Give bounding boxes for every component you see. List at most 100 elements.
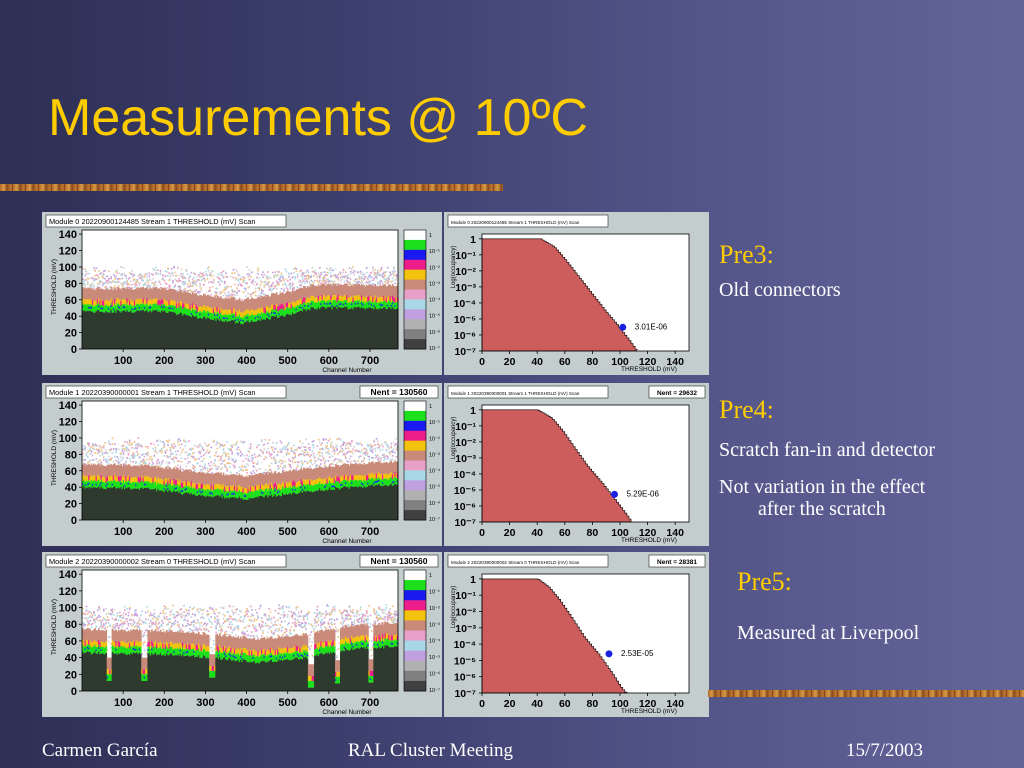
heatmap-noise-cell <box>312 444 315 446</box>
heatmap-noise-cell <box>360 275 363 278</box>
heatmap-cell-dark <box>244 322 247 349</box>
heatmap-noise-cell <box>127 448 130 451</box>
heatmap-noise-cell <box>83 445 85 447</box>
heatmap-noise-cell <box>293 272 295 274</box>
heatmap-noise-cell <box>210 273 213 276</box>
heatmap-noise-cell <box>360 444 363 446</box>
heatmap-noise-cell <box>267 447 269 450</box>
heatmap-cell-dark <box>186 314 189 349</box>
heatmap-cell-blue <box>219 316 221 319</box>
heatmap-noise-cell <box>231 451 233 453</box>
heatmap-noise-cell <box>151 451 153 454</box>
heatmap-cell-green <box>348 302 351 309</box>
heatmap-noise-cell <box>320 463 322 465</box>
heatmap-cell-mid <box>195 484 198 490</box>
palette-swatch <box>404 460 426 471</box>
heatmap-noise-cell <box>105 451 108 454</box>
heatmap-noise-cell <box>126 457 129 459</box>
heatmap-noise-cell <box>115 270 117 273</box>
heatmap-cell-dark <box>143 487 146 520</box>
heatmap-noise-cell <box>362 452 364 455</box>
heatmap-noise-cell <box>396 446 399 448</box>
heatmap-cell-dark <box>247 499 250 520</box>
heatmap-noise-cell <box>260 462 263 465</box>
heatmap-cell-mid <box>126 298 129 304</box>
heatmap-noise-cell <box>173 266 175 269</box>
heatmap-cell-green <box>230 314 232 321</box>
heatmap-noise-cell <box>294 275 296 278</box>
heatmap-cell-blue <box>161 306 163 308</box>
heatmap-noise-cell <box>280 287 283 290</box>
heatmap-cell-green <box>161 483 163 491</box>
heatmap-noise-cell <box>167 275 169 277</box>
heatmap-cell-dark <box>251 320 253 349</box>
heatmap-noise-cell <box>328 438 331 441</box>
heatmap-noise-cell <box>377 443 379 446</box>
heatmap-noise-cell <box>193 276 195 279</box>
heatmap-cell-green <box>263 490 266 498</box>
heatmap-cell-mid <box>106 300 109 306</box>
heatmap-noise-cell <box>141 275 143 277</box>
heatmap-noise-cell <box>223 464 226 466</box>
heatmap-cell-dark <box>335 487 337 520</box>
heatmap-noise-cell <box>126 447 129 449</box>
heatmap-noise-cell <box>393 448 395 450</box>
heatmap-cell-brown <box>112 463 115 476</box>
heatmap-noise-cell <box>119 278 121 280</box>
heatmap-noise-cell <box>110 457 113 460</box>
heatmap-noise-cell <box>386 444 389 447</box>
heatmap-noise-cell <box>288 284 290 287</box>
heatmap-cell-green <box>281 486 284 494</box>
heatmap-noise-cell <box>135 282 137 285</box>
heatmap-noise-cell <box>291 276 294 278</box>
heatmap-cell-dark <box>162 491 164 520</box>
heatmap-cell-brown <box>365 464 368 476</box>
heatmap-cell-brown <box>310 284 312 296</box>
heatmap-cell-mid <box>285 303 288 308</box>
heatmap-cell-blue <box>122 306 125 309</box>
heatmap-cell-mid <box>338 478 341 484</box>
heatmap-noise-cell <box>267 281 269 284</box>
heatmap-cell-brown <box>121 288 124 300</box>
heatmap-cell-blue <box>323 486 326 489</box>
heatmap-cell-blue <box>148 307 151 309</box>
heatmap-cell-brown <box>188 469 190 481</box>
heatmap-cell-dark <box>378 483 380 520</box>
heatmap-noise-cell <box>378 444 380 447</box>
heatmap-noise-cell <box>189 284 192 287</box>
heatmap-noise-cell <box>153 450 156 453</box>
heatmap-noise-cell <box>91 447 94 450</box>
heatmap-cell-brown <box>220 472 222 484</box>
heatmap-noise-cell <box>311 463 314 466</box>
heatmap-cell-brown <box>319 285 321 298</box>
heatmap-noise-cell <box>314 462 316 464</box>
heatmap-cell-dark <box>183 493 185 520</box>
heatmap-noise-cell <box>312 440 315 442</box>
heatmap-cell-mid <box>298 300 300 306</box>
heatmap-cell-brown <box>216 472 219 484</box>
heatmap-cell-green <box>247 493 250 500</box>
heatmap-noise-cell <box>198 279 200 281</box>
heatmap-noise-cell <box>390 280 393 283</box>
heatmap-cell-brown <box>362 465 364 477</box>
heatmap-cell-blue <box>82 483 84 486</box>
heatmap-noise-cell <box>202 272 205 274</box>
heatmap-cell-dark <box>189 494 192 520</box>
heatmap-cell-mid <box>278 306 280 312</box>
heatmap-cell-mid <box>135 476 137 482</box>
chart-title-box <box>447 214 609 228</box>
heatmap-cell-mid <box>116 476 119 482</box>
heatmap-cell-green <box>102 482 105 489</box>
heatmap-cell-mid <box>370 296 373 302</box>
heatmap-noise-cell <box>131 283 134 286</box>
heatmap-noise-cell <box>90 441 93 444</box>
heatmap-cell-brown <box>307 468 310 480</box>
y-tick-label: 40 <box>65 311 77 323</box>
heatmap-cell-green <box>319 302 321 309</box>
heatmap-noise-cell <box>305 455 308 458</box>
heatmap-cell-blue <box>199 313 201 316</box>
heatmap-cell-brown <box>394 460 396 472</box>
heatmap-cell-mid <box>133 477 136 483</box>
heatmap-noise-cell <box>322 279 325 282</box>
heatmap-noise-cell <box>359 273 362 276</box>
